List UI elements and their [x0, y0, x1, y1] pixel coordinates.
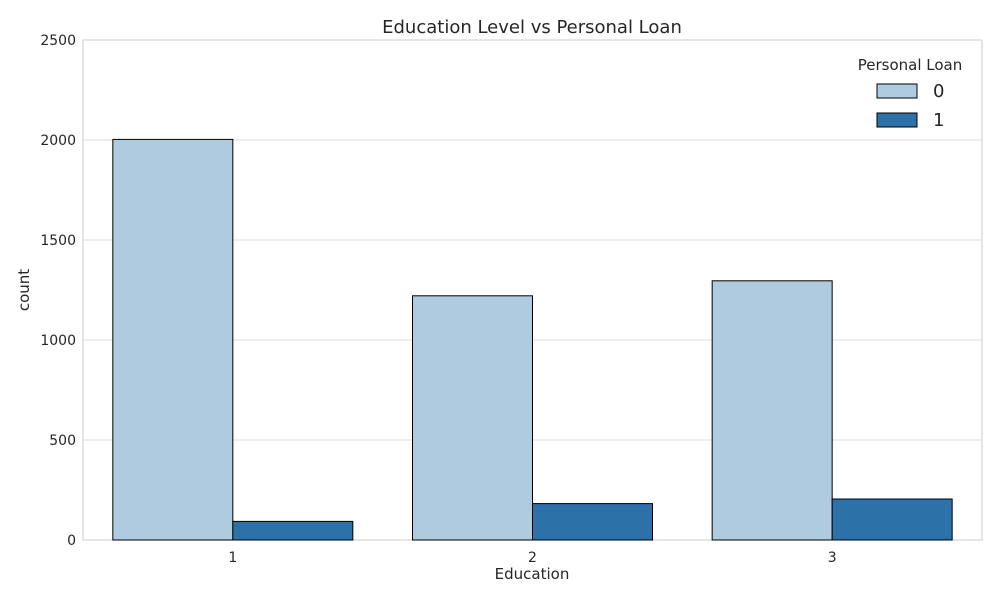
bar-education-2-loan-0	[412, 295, 533, 541]
legend-items: 01	[876, 81, 944, 131]
bar-education-2-loan-1	[532, 503, 653, 541]
legend-title: Personal Loan	[858, 56, 963, 74]
legend-swatch-0	[876, 83, 918, 99]
y-tick-label: 500	[49, 433, 76, 449]
bars	[112, 138, 953, 541]
x-tick-label: 3	[828, 550, 837, 566]
y-tick-label: 1000	[40, 333, 76, 349]
y-axis-label: count	[15, 269, 33, 311]
chart-title: Education Level vs Personal Loan	[382, 17, 682, 38]
legend-swatch-1	[876, 112, 918, 128]
bar-education-3-loan-0	[711, 280, 833, 541]
bar-education-1-loan-0	[112, 138, 234, 541]
x-tick-label: 2	[528, 550, 537, 566]
y-tick-label: 0	[67, 533, 76, 549]
y-tick-label: 1500	[40, 233, 76, 249]
bar-education-1-loan-1	[232, 520, 354, 541]
y-tick-label: 2000	[40, 133, 76, 149]
legend: Personal Loan 01	[858, 56, 963, 131]
legend-label-1: 1	[933, 110, 944, 131]
bar-education-3-loan-1	[831, 498, 953, 541]
y-tick-label: 2500	[40, 33, 76, 49]
x-tick-label: 1	[228, 550, 237, 566]
legend-label-0: 0	[933, 81, 944, 102]
x-axis-label: Education	[495, 565, 570, 583]
y-tick-labels: 0 500 1000 1500 2000 2500	[40, 33, 76, 549]
x-tick-labels: 1 2 3	[228, 550, 836, 566]
